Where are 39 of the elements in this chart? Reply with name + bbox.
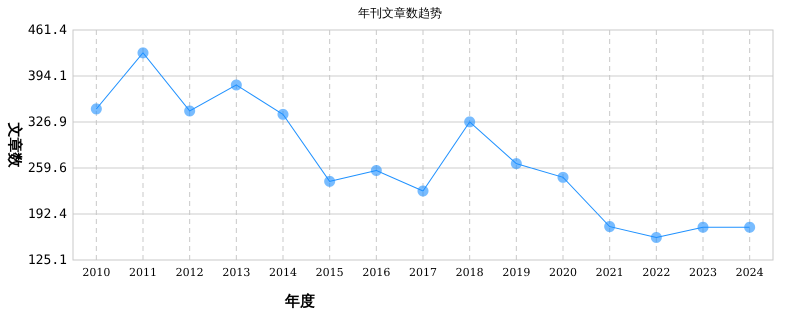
x-tick-label: 2015 bbox=[316, 266, 344, 279]
y-tick-label: 326.9 bbox=[28, 114, 67, 130]
point bbox=[324, 176, 336, 187]
point bbox=[604, 221, 616, 232]
point bbox=[90, 103, 102, 114]
x-tick-label: 2013 bbox=[222, 266, 250, 279]
x-tick-label: 2023 bbox=[689, 266, 717, 279]
x-axis-title: 年度 bbox=[284, 292, 315, 310]
x-tick-label: 2021 bbox=[596, 266, 624, 279]
point bbox=[464, 116, 476, 128]
y-axis-title: 文章数 bbox=[6, 122, 24, 168]
x-tick-label: 2022 bbox=[642, 266, 670, 279]
x-tick-label: 2016 bbox=[362, 266, 390, 279]
point bbox=[370, 164, 382, 176]
x-tick-label: 2024 bbox=[736, 266, 764, 279]
y-tick-label: 394.1 bbox=[28, 69, 67, 84]
x-tick-label: 2011 bbox=[129, 266, 157, 279]
y-tick-label: 461.4 bbox=[28, 23, 68, 38]
point bbox=[230, 79, 242, 90]
point bbox=[138, 47, 148, 58]
x-tick-label: 2014 bbox=[269, 266, 297, 279]
y-tick-label: 125.1 bbox=[28, 253, 67, 268]
x-tick-label: 2018 bbox=[456, 266, 484, 279]
point bbox=[558, 172, 568, 183]
point bbox=[744, 222, 756, 233]
y-tick-label: 192.4 bbox=[28, 206, 68, 222]
point bbox=[184, 105, 196, 116]
x-tick-label: 2017 bbox=[409, 266, 437, 279]
point bbox=[510, 158, 522, 170]
chart-title: 年刊文章数趋势 bbox=[358, 6, 442, 20]
point bbox=[278, 108, 288, 120]
x-tick-label: 2012 bbox=[176, 266, 204, 279]
x-tick-label: 2010 bbox=[82, 266, 110, 279]
point bbox=[650, 232, 662, 243]
point bbox=[418, 185, 428, 196]
x-tick-label: 2020 bbox=[549, 266, 577, 279]
point bbox=[698, 222, 708, 233]
x-tick-label: 2019 bbox=[502, 266, 530, 279]
y-tick-label: 259.6 bbox=[28, 161, 67, 176]
